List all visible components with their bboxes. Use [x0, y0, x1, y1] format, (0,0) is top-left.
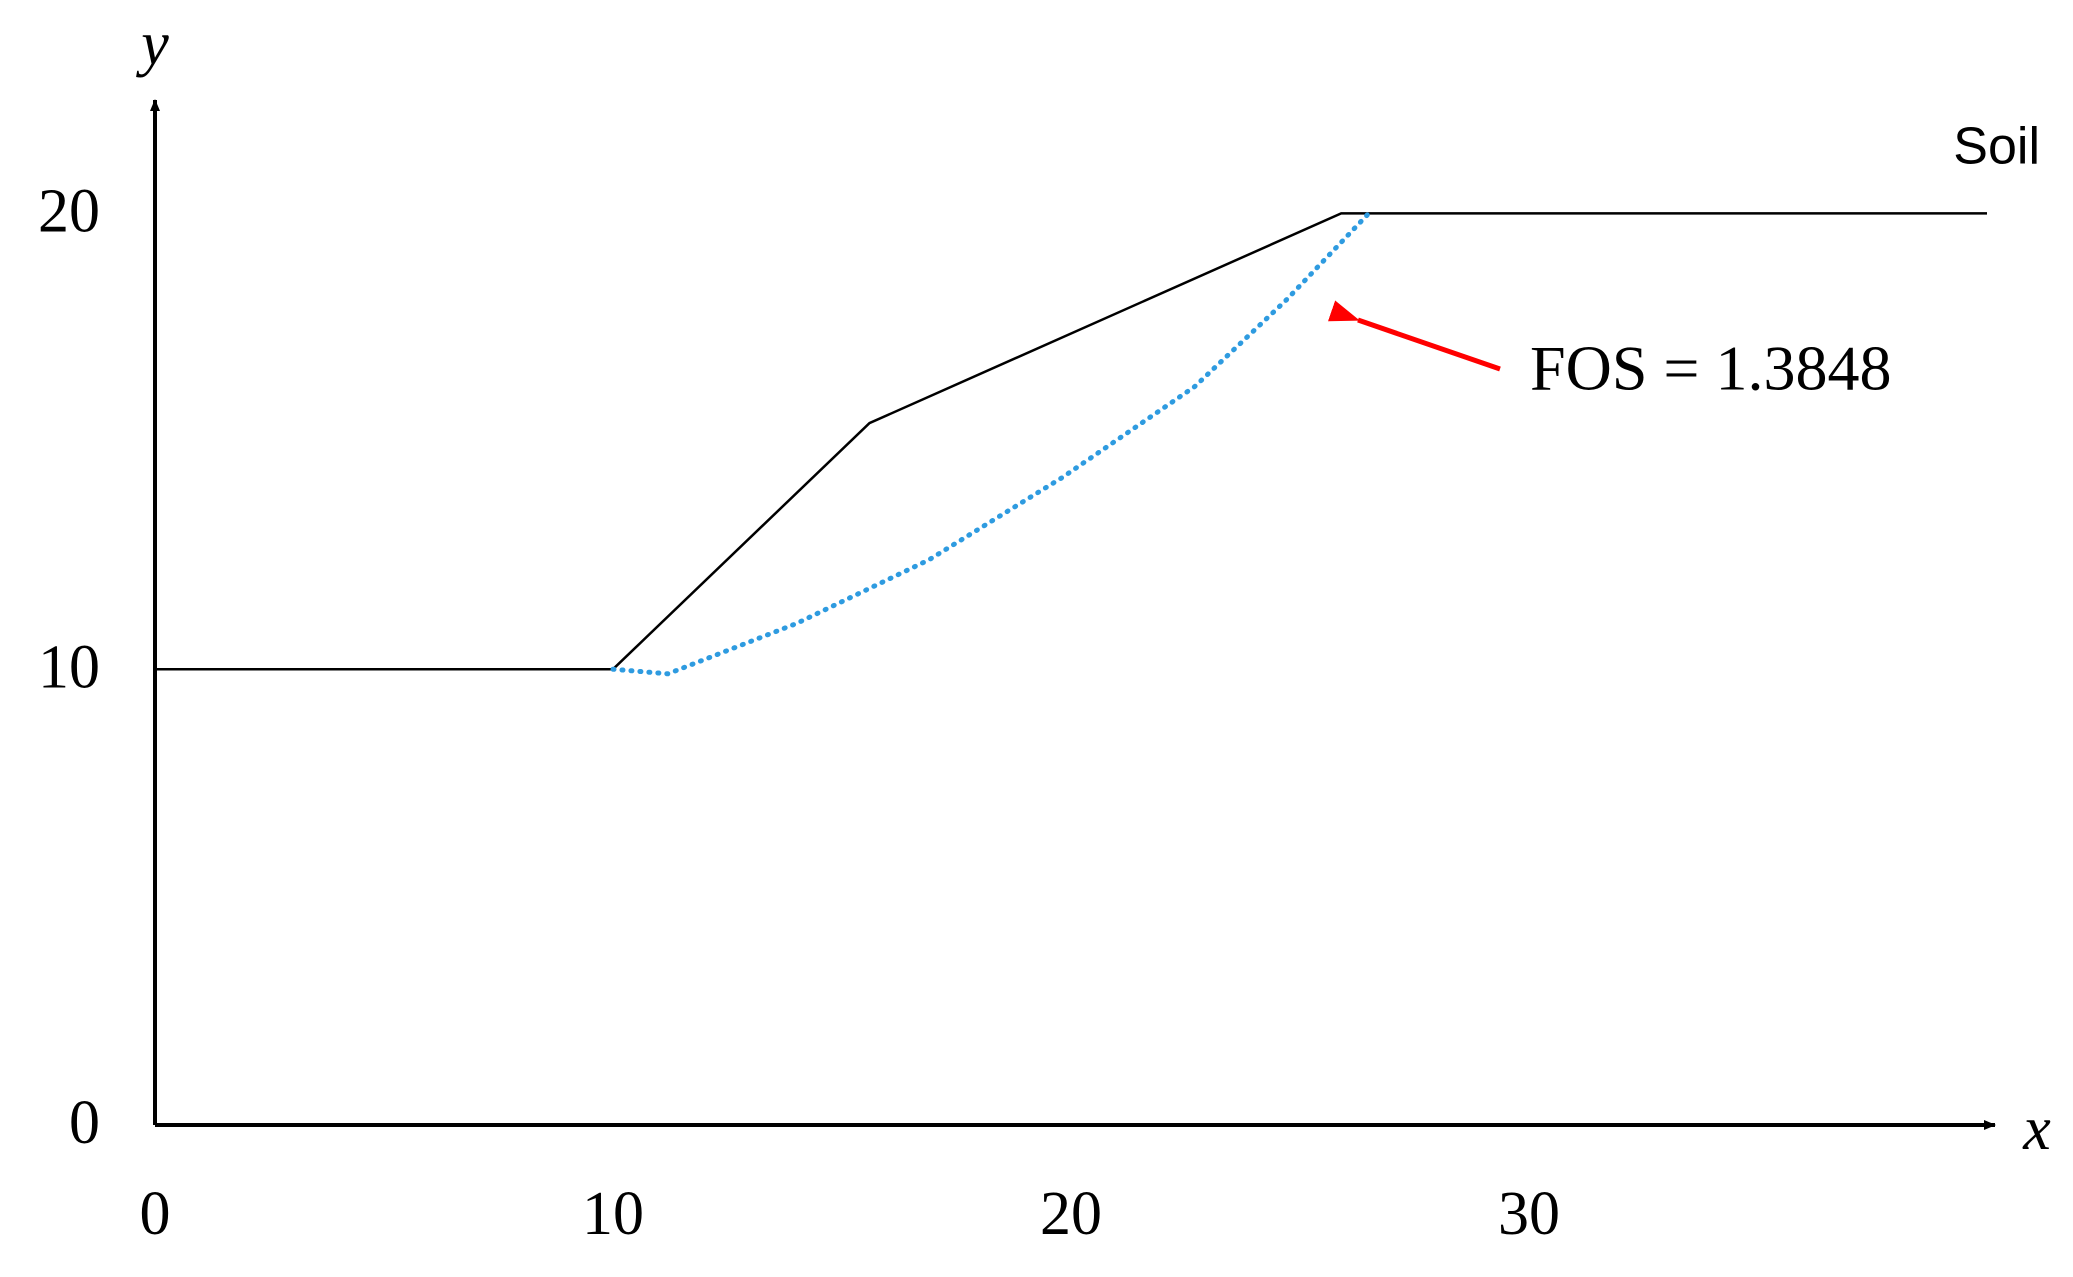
annotation-arrow [1327, 300, 1501, 372]
series-line [610, 210, 1372, 677]
x-tick-label: 20 [1040, 1180, 1102, 1248]
x-tick-label: 10 [582, 1180, 644, 1248]
x-tick-label: 30 [1498, 1180, 1560, 1248]
series-line [155, 212, 1987, 671]
y-axis-label: y [135, 10, 169, 78]
x-axis-label: x [2022, 1095, 2051, 1163]
y-tick-label: 10 [38, 633, 100, 701]
series-label: Soil [1953, 118, 2040, 176]
x-tick-label: 0 [140, 1180, 171, 1248]
y-tick-label: 20 [38, 178, 100, 246]
y-tick-label: 0 [69, 1089, 100, 1157]
annotation: FOS = 1.3848 [1530, 333, 1892, 404]
